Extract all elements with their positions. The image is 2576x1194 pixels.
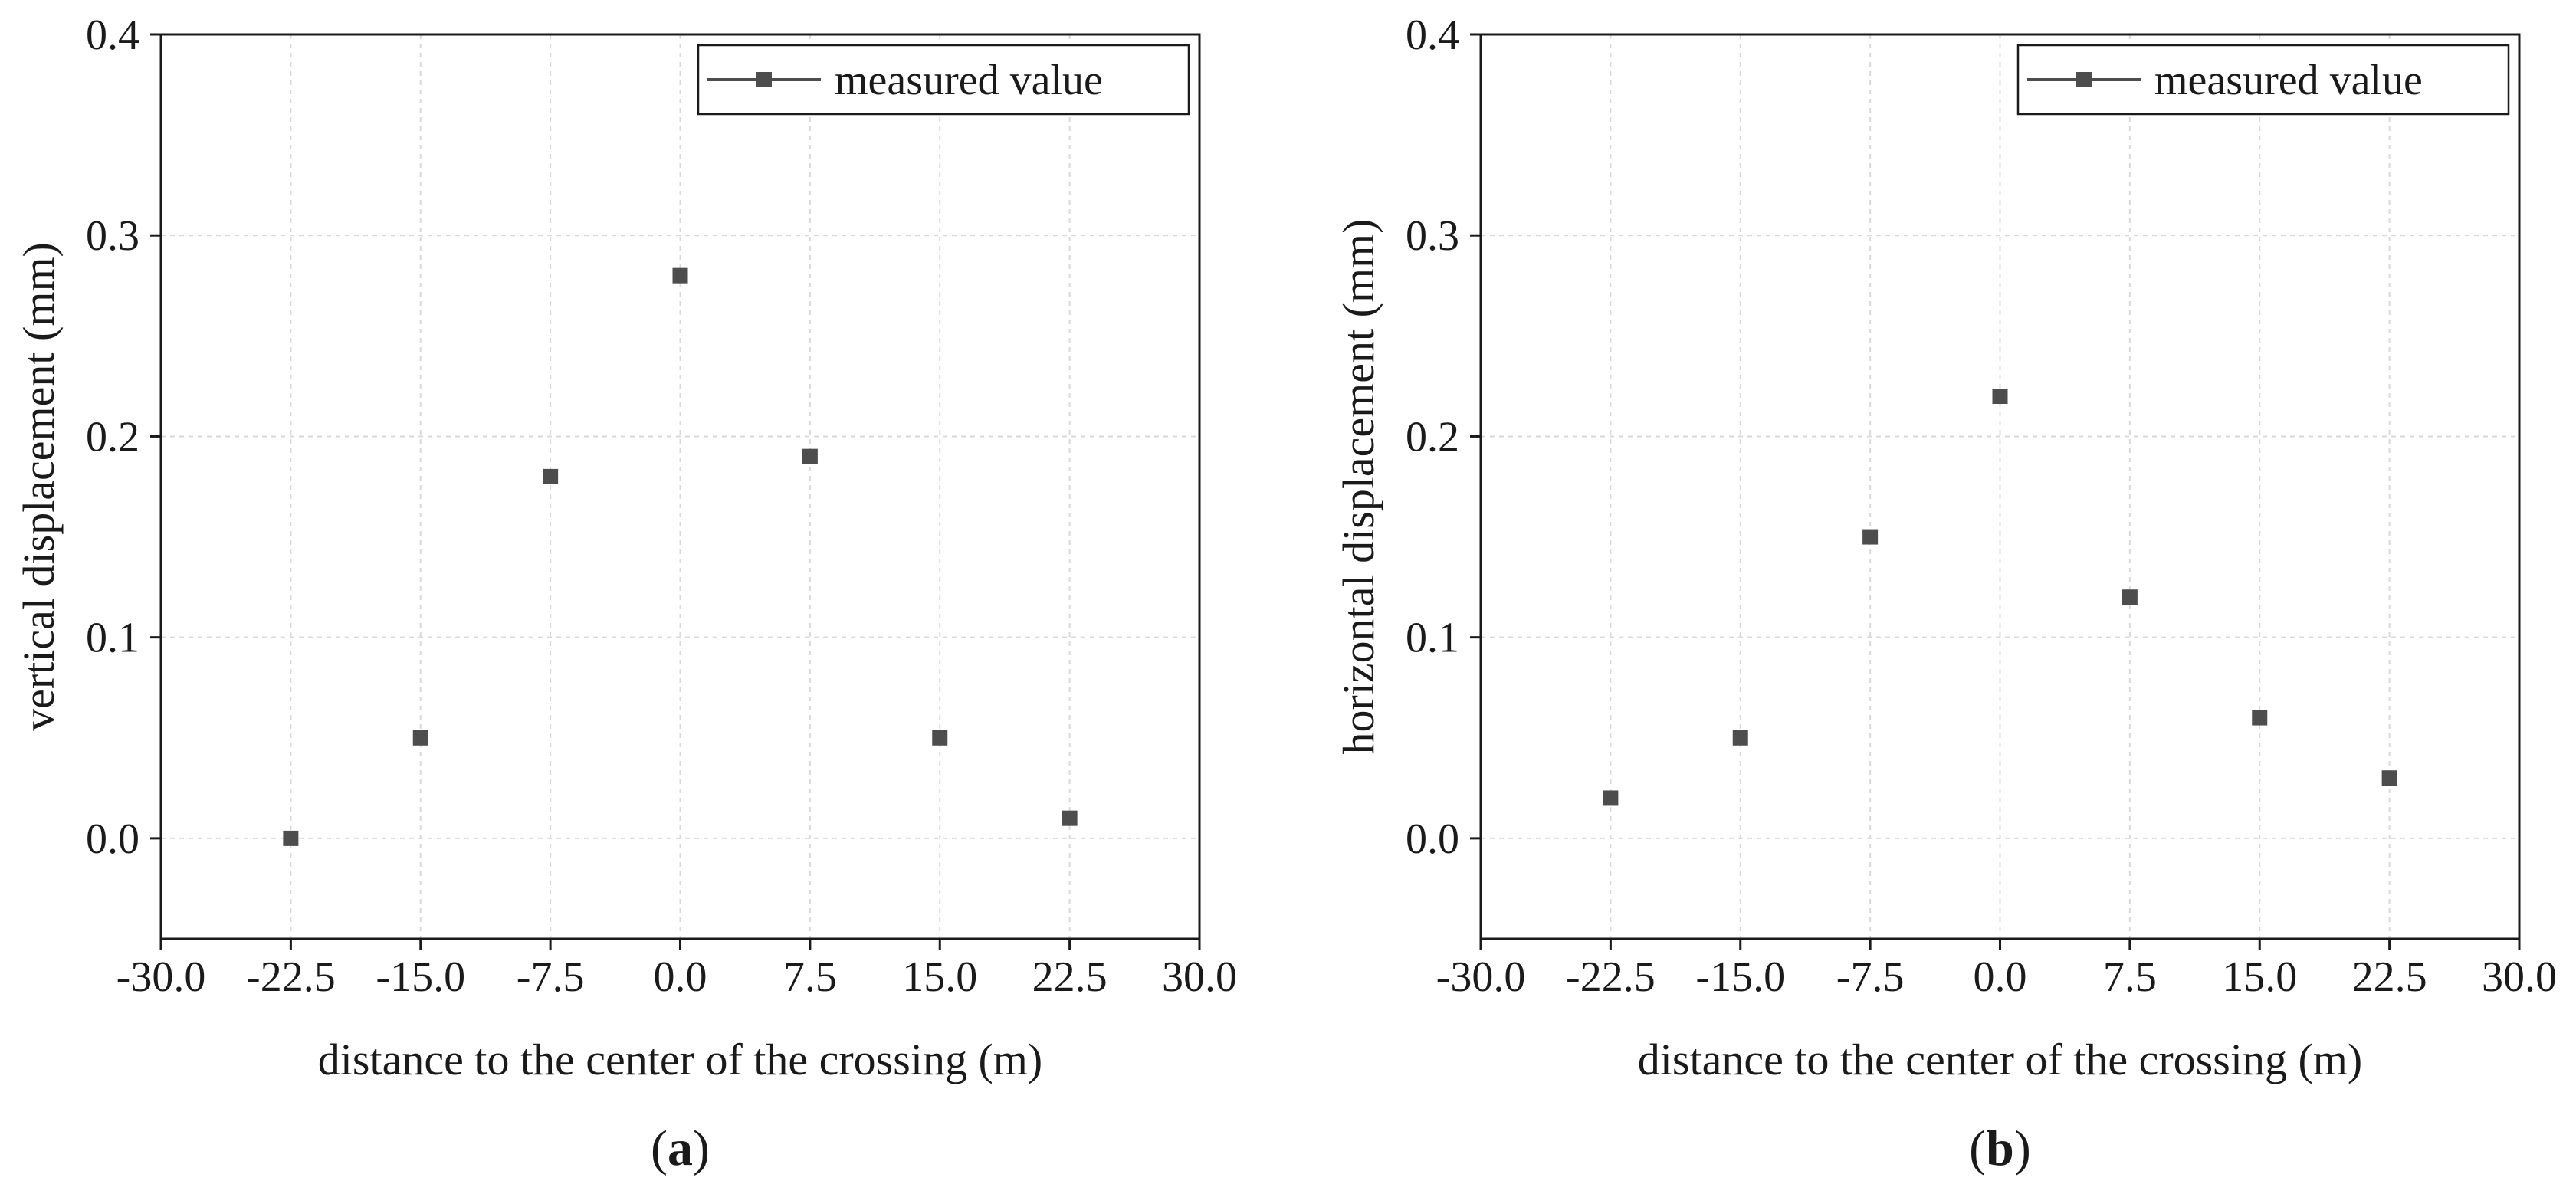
y-axis-title: vertical displacement (mm)	[14, 242, 64, 731]
data-point	[2122, 589, 2138, 605]
data-point	[1603, 790, 1619, 806]
x-tick-label: 22.5	[2352, 953, 2427, 1001]
panel-caption-letter: b	[1986, 1120, 2014, 1176]
x-tick-label: -15.0	[376, 953, 465, 1001]
data-point	[2252, 710, 2268, 726]
y-tick-label: 0.3	[1406, 212, 1459, 260]
x-tick-label: -7.5	[1836, 953, 1905, 1001]
x-tick-label: -15.0	[1695, 953, 1785, 1001]
x-tick-label: 15.0	[2222, 953, 2297, 1001]
chart-panel-b: -30.0 -22.5 -15.0 -7.5 0.0 7.5 15.0 22.5 30.0 0.0…	[1334, 11, 2557, 1176]
data-point	[412, 730, 428, 746]
legend-label: measured value	[2154, 57, 2423, 104]
x-tick-label: 0.0	[1974, 953, 2027, 1001]
legend: measured value	[2016, 44, 2510, 116]
data-point	[1992, 389, 2008, 404]
y-tick-label: 0.3	[86, 212, 139, 260]
y-tick-label: 0.4	[86, 11, 139, 59]
legend: measured value	[697, 44, 1190, 116]
gridlines	[161, 34, 1199, 939]
panel-caption: (b)	[1969, 1120, 2031, 1176]
series-points	[283, 267, 1078, 846]
legend-marker	[756, 72, 772, 87]
panel-caption: (a)	[651, 1120, 710, 1176]
data-point	[283, 830, 299, 846]
y-tick-label: 0.2	[1406, 413, 1459, 461]
y-tick-label: 0.0	[1406, 815, 1459, 863]
data-point	[543, 468, 559, 484]
y-axis-title: horizontal displacement (mm)	[1334, 218, 1383, 754]
y-tick-label: 0.1	[86, 615, 139, 662]
x-tick-label: 7.5	[783, 953, 837, 1001]
x-tick-label: -30.0	[1436, 953, 1526, 1001]
legend-label: measured value	[835, 57, 1103, 104]
data-point	[1062, 810, 1078, 826]
gridlines	[1481, 34, 2519, 939]
data-point	[932, 730, 948, 746]
data-point	[672, 267, 688, 284]
x-tick-label: 15.0	[902, 953, 977, 1001]
data-point	[1862, 529, 1879, 545]
x-tick-label: 0.0	[654, 953, 707, 1001]
y-tick-label: 0.0	[86, 815, 139, 863]
x-tick-label: -7.5	[517, 953, 585, 1001]
x-tick-label: -22.5	[246, 953, 336, 1001]
x-tick-label: 7.5	[2103, 953, 2157, 1001]
data-point	[2381, 770, 2397, 786]
panel-caption-letter: a	[668, 1120, 693, 1176]
y-tick-label: 0.1	[1406, 615, 1459, 662]
y-tick-label: 0.2	[86, 413, 139, 461]
y-tick-label: 0.4	[1406, 11, 1459, 59]
data-point	[802, 448, 818, 464]
legend-marker	[2076, 72, 2092, 87]
x-axis-title: distance to the center of the crossing (…	[1638, 1035, 2362, 1084]
x-tick-label: 22.5	[1032, 953, 1108, 1001]
x-tick-label: 30.0	[1162, 953, 1237, 1001]
data-point	[1732, 730, 1748, 746]
x-tick-label: -22.5	[1566, 953, 1656, 1001]
series-points	[1603, 389, 2397, 806]
x-tick-label: 30.0	[2482, 953, 2557, 1001]
x-tick-label: -30.0	[116, 953, 206, 1001]
x-axis-title: distance to the center of the crossing (…	[318, 1035, 1042, 1084]
chart-panel-a: -30.0 -22.5 -15.0 -7.5 0.0 7.5 15.0 22.5 30.0 0.0…	[14, 11, 1237, 1176]
